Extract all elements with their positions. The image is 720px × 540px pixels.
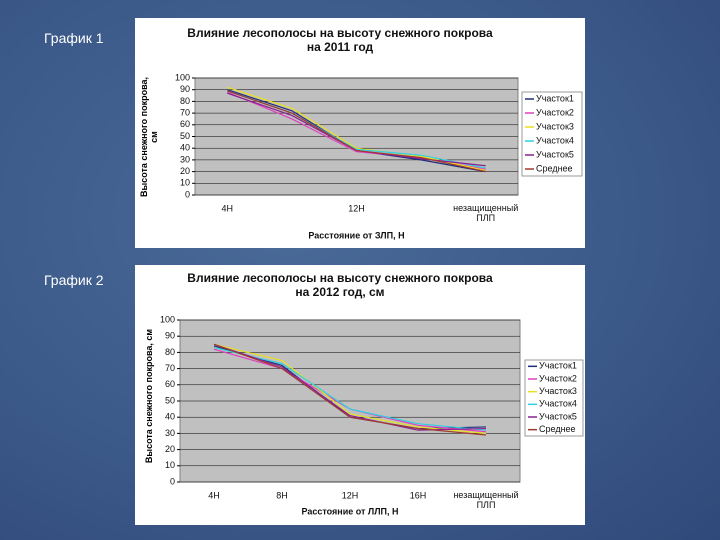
y-tick-label: 70 [165, 363, 175, 373]
y-tick-label: 30 [180, 154, 190, 164]
chart-title: Влияние лесополосы на высоту снежного по… [187, 26, 493, 54]
y-tick-label: 80 [180, 96, 190, 106]
x-tick-label: 12Н [342, 490, 359, 500]
y-tick-label: 10 [180, 178, 190, 188]
x-tick-label: 4Н [222, 203, 234, 213]
y-tick-label: 100 [175, 72, 190, 82]
y-tick-label: 50 [180, 131, 190, 141]
legend-label: Участок2 [539, 373, 577, 383]
legend-label: Среднее [539, 424, 576, 434]
legend-label: Участок3 [539, 386, 577, 396]
x-axis-title: Расстояние от ЗЛП, Н [308, 230, 404, 240]
slide-label: График 1 [44, 30, 104, 46]
legend-label: Участок3 [536, 121, 574, 131]
y-tick-label: 0 [185, 189, 190, 199]
x-tick-label: незащищенный ПЛП [453, 203, 518, 223]
series-line [213, 346, 487, 431]
legend-box [521, 91, 583, 177]
chart-panel: Влияние лесополосы на высоту снежного по… [135, 265, 585, 525]
y-tick-label: 60 [180, 119, 190, 129]
legend-box [524, 359, 584, 437]
slide-label: График 2 [44, 272, 104, 288]
legend-label: Участок1 [536, 93, 574, 103]
series-line [227, 90, 486, 173]
x-tick-label: незащищенный ПЛП [453, 490, 518, 510]
y-tick-label: 20 [180, 166, 190, 176]
legend-label: Среднее [536, 163, 573, 173]
chart-title: Влияние лесополосы на высоту снежного по… [187, 271, 493, 299]
y-tick-label: 60 [165, 379, 175, 389]
legend-label: Участок5 [539, 411, 577, 421]
x-tick-label: 16Н [410, 490, 427, 500]
legend-label: Участок1 [539, 361, 577, 371]
y-tick-label: 40 [180, 143, 190, 153]
y-tick-label: 50 [165, 395, 175, 405]
series-line [213, 343, 487, 436]
x-tick-label: 8Н [276, 490, 288, 500]
x-tick-label: 4Н [208, 490, 220, 500]
y-tick-label: 20 [165, 444, 175, 454]
chart: 0 10 20 30 40 50 60 70 80 90 100 4Н 8Н 12Н 16Н незащище… [160, 314, 584, 516]
y-tick-label: 10 [165, 460, 175, 470]
y-tick-label: 30 [165, 428, 175, 438]
y-tick-label: 80 [165, 347, 175, 357]
chart-panel: Влияние лесополосы на высоту снежного по… [135, 18, 585, 248]
y-tick-label: 70 [180, 107, 190, 117]
x-tick-label: 12Н [348, 203, 365, 213]
legend-label: Участок4 [539, 399, 577, 409]
x-axis-title: Расстояние от ЛЛП, Н [301, 506, 398, 516]
y-tick-label: 90 [165, 331, 175, 341]
series-line [213, 343, 487, 431]
y-tick-label: 90 [180, 84, 190, 94]
y-tick-label: 40 [165, 412, 175, 422]
legend-label: Участок2 [536, 107, 574, 117]
legend-label: Участок4 [536, 135, 574, 145]
y-tick-label: 0 [170, 476, 175, 486]
legend-label: Участок5 [536, 149, 574, 159]
y-tick-label: 100 [160, 314, 175, 324]
